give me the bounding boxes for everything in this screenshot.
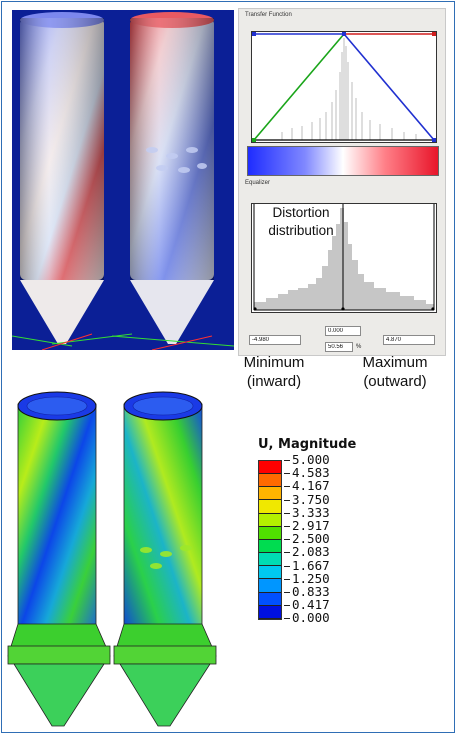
control-point[interactable] [432,138,436,142]
legend-title: U, Magnitude [258,437,357,452]
legend-swatch [259,579,281,593]
legend-swatch [259,553,281,567]
legend-swatch [259,539,281,554]
min-value-field[interactable] [249,335,301,345]
transfer-function-editor[interactable] [251,31,437,143]
transfer-function-graph [252,32,436,142]
legend-swatch [259,500,281,514]
legend-swatch [259,461,281,475]
equalizer-histogram[interactable] [251,203,437,313]
legend-value: 4.167 [284,479,330,493]
legend-values: 5.000 4.583 4.167 3.750 3.333 2.917 2.500 2.083… [284,453,330,625]
green-channel-line [253,33,345,141]
control-point[interactable] [342,32,346,36]
legend-swatch [259,566,281,580]
legend-swatch [259,605,281,619]
max-value-field[interactable] [383,335,435,345]
equalizer-handle-min[interactable] [253,307,257,311]
axis-triad [12,333,234,350]
fea-silo-left [7,391,111,727]
legend-swatch [259,513,281,527]
silo-render [12,12,234,350]
equalizer-title: Equalizer [245,180,271,186]
legend-value: 2.083 [284,545,330,559]
legend-value: 1.667 [284,558,330,572]
fea-contour-render [7,391,217,727]
legend-value: 0.417 [284,598,330,612]
minimum-caption: Minimum (inward) [243,354,305,390]
histogram-bars [281,38,417,140]
legend-value: 3.750 [284,492,330,506]
blue-channel-line [343,33,435,141]
color-gradient-bar [247,146,439,176]
percent-field[interactable] [325,342,353,352]
silo-left [20,12,104,344]
control-point[interactable] [252,32,256,36]
legend-value: 2.917 [284,518,330,532]
control-point[interactable] [432,32,436,36]
transfer-function-title: Transfer Function [245,12,292,18]
fea-silo-right [113,391,217,727]
maximum-caption: Maximum (outward) [362,354,428,390]
legend-value: 0.833 [284,584,330,598]
equalizer-graph [253,204,435,311]
legend-value: 5.000 [284,453,330,467]
legend-value: 1.250 [284,571,330,585]
legend-swatch [259,487,281,501]
legend-swatch [259,592,281,606]
silo-right [130,12,214,344]
legend-value: 3.333 [284,505,330,519]
legend-swatch [259,474,281,488]
legend-value: 2.500 [284,532,330,546]
control-point[interactable] [252,138,256,142]
equalizer-handle-max[interactable] [431,307,435,311]
percent-unit: % [356,344,362,350]
distortion-annotation: Distortion distribution [268,205,334,238]
transfer-function-panel: Transfer Function [238,8,446,356]
legend-color-bar [258,460,282,620]
legend-value: 0.000 [284,611,330,625]
equalizer-handle-mid[interactable] [341,307,345,311]
mid-value-field[interactable] [325,326,361,336]
legend-value: 4.583 [284,466,330,480]
legend-swatch [259,526,281,540]
3d-viewport[interactable] [12,10,234,350]
